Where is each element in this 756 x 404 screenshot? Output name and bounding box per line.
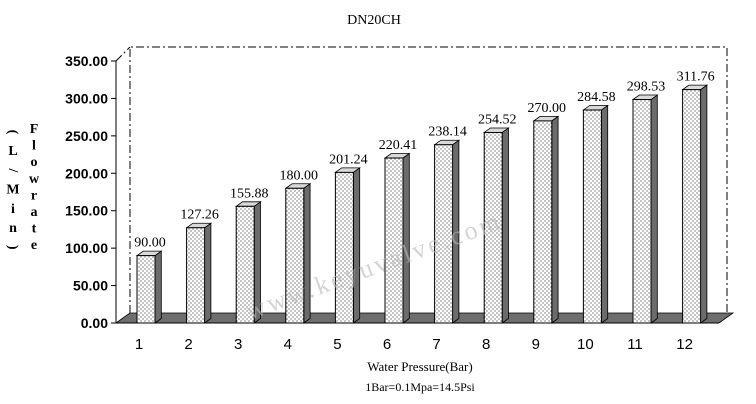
x-tick-label: 7 — [432, 336, 440, 353]
bar-front — [186, 227, 206, 324]
x-tick-label: 5 — [333, 336, 341, 353]
bar-value-label: 155.88 — [230, 186, 269, 201]
y-axis: 0.00 50.00 100.00 150.00 200.00 250.00 300.00 3… — [65, 53, 117, 331]
bar-side — [700, 84, 708, 324]
bar-front — [136, 255, 156, 324]
x-tick-label: 10 — [577, 336, 594, 353]
y-axis-label-char: a — [31, 205, 38, 220]
bar: 201.24 — [329, 152, 368, 324]
bar: 311.76 — [677, 70, 715, 324]
bar-value-label: 220.41 — [379, 138, 418, 153]
y-axis-label-char: n — [9, 221, 17, 236]
y-tick-label: 350.00 — [65, 53, 108, 69]
x-tick-label: 11 — [627, 336, 643, 353]
x-axis-label: Water Pressure(Bar) — [367, 359, 472, 374]
bar-front — [632, 99, 652, 324]
bar-side — [551, 115, 559, 324]
bar: 254.52 — [478, 112, 517, 324]
chart-title: DN20CH — [347, 13, 401, 28]
y-axis-label-char: L — [8, 144, 17, 159]
bar: 90.00 — [134, 236, 166, 324]
x-tick-label: 6 — [383, 336, 391, 353]
bar-value-label: 311.76 — [677, 70, 715, 85]
bar-value-label: 270.00 — [528, 101, 567, 116]
bar: 180.00 — [280, 168, 319, 324]
y-tick-label: 150.00 — [65, 203, 108, 219]
bar-value-label: 90.00 — [134, 236, 166, 251]
bar-front — [682, 89, 702, 324]
plot-area-frame — [115, 46, 728, 313]
bar: 270.00 — [528, 101, 567, 324]
bar-front — [533, 120, 553, 324]
bar: 155.88 — [230, 186, 269, 324]
bar: 220.41 — [379, 138, 418, 324]
x-tick-label: 4 — [284, 336, 292, 353]
bar-side — [204, 222, 212, 324]
y-axis-label-char: o — [31, 155, 38, 170]
x-axis: 1 2 3 4 5 6 7 8 9 10 11 12 — [116, 322, 719, 353]
y-axis-label-char: M — [6, 183, 19, 198]
x-axis-note: 1Bar=0.1Mpa=14.5Psi — [365, 380, 475, 394]
bar-side — [650, 94, 658, 324]
bar-value-label: 238.14 — [428, 125, 467, 140]
bar: 284.58 — [577, 90, 616, 324]
x-tick-label: 1 — [135, 336, 143, 353]
bar: 298.53 — [627, 80, 666, 324]
bar-front — [582, 109, 602, 324]
bar: 238.14 — [428, 125, 467, 324]
bar-side — [601, 104, 609, 324]
x-tick-label: 9 — [532, 336, 540, 353]
bar-side — [154, 250, 162, 324]
x-tick-label: 12 — [676, 336, 693, 353]
bar-side — [352, 167, 361, 324]
y-axis-label-char: F — [30, 122, 39, 137]
bar-value-label: 254.52 — [478, 112, 517, 127]
bar-front — [334, 171, 354, 324]
y-axis-label-char: e — [31, 238, 37, 253]
y-tick-label: 200.00 — [65, 165, 108, 181]
x-tick-label: 2 — [184, 336, 192, 353]
bar-value-label: 201.24 — [329, 152, 368, 167]
y-axis-label-char: r — [31, 188, 37, 203]
bar-value-label: 180.00 — [280, 168, 319, 183]
y-axis-label-char: l — [32, 139, 36, 154]
y-axis-label-char: ( — [5, 130, 20, 135]
y-axis-label-char: w — [29, 172, 40, 187]
bars: 90.00 127.26 155.88 180.00 201.24 220.41 238.1… — [134, 70, 715, 324]
bar-value-label: 284.58 — [577, 90, 616, 105]
bar: 127.26 — [180, 208, 219, 324]
x-tick-label: 3 — [234, 336, 242, 353]
y-tick-label: 0.00 — [81, 315, 108, 331]
y-axis-label-char: / — [5, 167, 20, 173]
bar-value-label: 127.26 — [180, 208, 219, 223]
y-axis-label-unit: ( L / Min) — [5, 130, 20, 250]
x-tick-label: 8 — [482, 336, 490, 353]
y-axis-label-char: ) — [5, 245, 20, 250]
y-axis-label-char: i — [11, 202, 15, 217]
bar-value-label: 298.53 — [627, 80, 666, 95]
y-tick-label: 250.00 — [65, 128, 108, 144]
y-axis-label-char: t — [32, 222, 37, 237]
y-tick-label: 50.00 — [73, 278, 108, 294]
watermark: www.keyuvalve.com — [242, 206, 506, 326]
y-tick-label: 100.00 — [65, 240, 108, 256]
y-tick-label: 300.00 — [65, 90, 108, 106]
